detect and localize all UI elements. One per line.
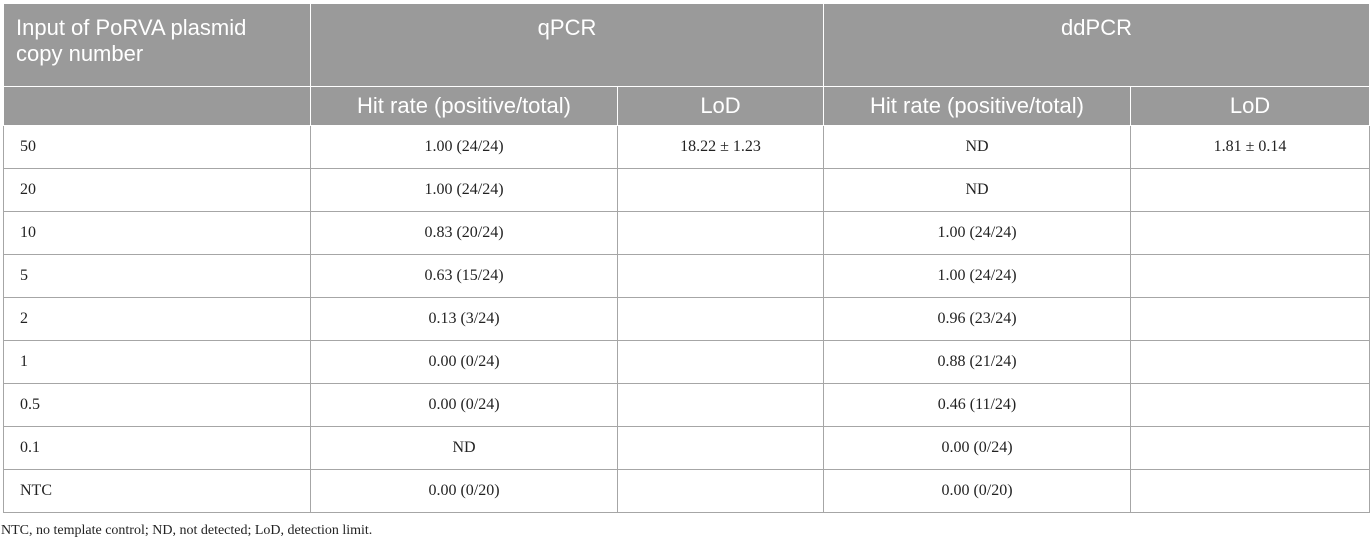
cell-ddpcr-hit-rate: 0.00 (0/20) bbox=[823, 469, 1131, 513]
table-row: 0.5 0.00 (0/24) 0.46 (11/24) bbox=[3, 383, 1371, 427]
cell-qpcr-hit-rate: 0.00 (0/20) bbox=[310, 469, 618, 513]
table-footnote: NTC, no template control; ND, not detect… bbox=[1, 523, 373, 538]
cell-qpcr-lod bbox=[617, 168, 824, 212]
cell-ddpcr-hit-rate: 0.46 (11/24) bbox=[823, 383, 1131, 427]
header-ddpcr-lod: LoD bbox=[1129, 86, 1371, 126]
cell-qpcr-lod bbox=[617, 297, 824, 341]
cell-ddpcr-lod bbox=[1129, 426, 1371, 470]
cell-qpcr-lod bbox=[617, 469, 824, 513]
table-row: NTC 0.00 (0/20) 0.00 (0/20) bbox=[3, 469, 1371, 513]
header-row-groups: Input of PoRVA plasmid copy number qPCR … bbox=[3, 3, 1371, 87]
cell-qpcr-hit-rate: 1.00 (24/24) bbox=[310, 125, 618, 169]
cell-input-copy-number: 0.1 bbox=[3, 426, 311, 470]
cell-ddpcr-hit-rate: 0.88 (21/24) bbox=[823, 340, 1131, 384]
cell-qpcr-hit-rate: 0.63 (15/24) bbox=[310, 254, 618, 298]
cell-ddpcr-lod bbox=[1129, 168, 1371, 212]
table-row: 1 0.00 (0/24) 0.88 (21/24) bbox=[3, 340, 1371, 384]
cell-ddpcr-lod: 1.81 ± 0.14 bbox=[1129, 125, 1371, 169]
table-row: 0.1 ND 0.00 (0/24) bbox=[3, 426, 1371, 470]
cell-qpcr-lod bbox=[617, 254, 824, 298]
table-row: 2 0.13 (3/24) 0.96 (23/24) bbox=[3, 297, 1371, 341]
cell-input-copy-number: 1 bbox=[3, 340, 311, 384]
header-qpcr-hit-rate: Hit rate (positive/total) bbox=[310, 86, 618, 126]
cell-input-copy-number: 5 bbox=[3, 254, 311, 298]
cell-input-copy-number: 10 bbox=[3, 211, 311, 255]
header-group-ddpcr: ddPCR bbox=[822, 3, 1371, 87]
header-empty-cell bbox=[3, 86, 311, 126]
cell-qpcr-lod bbox=[617, 340, 824, 384]
cell-qpcr-lod bbox=[617, 383, 824, 427]
cell-qpcr-lod bbox=[617, 211, 824, 255]
cell-input-copy-number: 20 bbox=[3, 168, 311, 212]
header-group-qpcr: qPCR bbox=[310, 3, 824, 87]
cell-qpcr-lod: 18.22 ± 1.23 bbox=[617, 125, 824, 169]
table-row: 20 1.00 (24/24) ND bbox=[3, 168, 1371, 212]
header-row-subcolumns: Hit rate (positive/total) LoD Hit rate (… bbox=[3, 86, 1371, 126]
cell-ddpcr-hit-rate: 0.00 (0/24) bbox=[823, 426, 1131, 470]
header-ddpcr-hit-rate: Hit rate (positive/total) bbox=[823, 86, 1131, 126]
cell-qpcr-hit-rate: ND bbox=[310, 426, 618, 470]
cell-input-copy-number: 2 bbox=[3, 297, 311, 341]
cell-ddpcr-lod bbox=[1129, 469, 1371, 513]
table-row: 5 0.63 (15/24) 1.00 (24/24) bbox=[3, 254, 1371, 298]
cell-ddpcr-hit-rate: 1.00 (24/24) bbox=[823, 254, 1131, 298]
cell-qpcr-hit-rate: 0.13 (3/24) bbox=[310, 297, 618, 341]
table-row: 50 1.00 (24/24) 18.22 ± 1.23 ND 1.81 ± 0… bbox=[3, 125, 1371, 169]
cell-ddpcr-lod bbox=[1129, 211, 1371, 255]
cell-qpcr-hit-rate: 0.00 (0/24) bbox=[310, 383, 618, 427]
cell-qpcr-lod bbox=[617, 426, 824, 470]
cell-ddpcr-lod bbox=[1129, 340, 1371, 384]
detection-results-table: Input of PoRVA plasmid copy number qPCR … bbox=[3, 3, 1371, 513]
cell-input-copy-number: 0.5 bbox=[3, 383, 311, 427]
cell-qpcr-hit-rate: 0.83 (20/24) bbox=[310, 211, 618, 255]
cell-ddpcr-lod bbox=[1129, 297, 1371, 341]
table-row: 10 0.83 (20/24) 1.00 (24/24) bbox=[3, 211, 1371, 255]
cell-ddpcr-lod bbox=[1129, 383, 1371, 427]
cell-qpcr-hit-rate: 1.00 (24/24) bbox=[310, 168, 618, 212]
header-input-copy-number: Input of PoRVA plasmid copy number bbox=[3, 3, 311, 87]
cell-ddpcr-lod bbox=[1129, 254, 1371, 298]
cell-qpcr-hit-rate: 0.00 (0/24) bbox=[310, 340, 618, 384]
results-table-container: Input of PoRVA plasmid copy number qPCR … bbox=[1, 3, 1371, 539]
cell-input-copy-number: NTC bbox=[3, 469, 311, 513]
cell-ddpcr-hit-rate: ND bbox=[823, 168, 1131, 212]
cell-ddpcr-hit-rate: 0.96 (23/24) bbox=[823, 297, 1131, 341]
cell-input-copy-number: 50 bbox=[3, 125, 311, 169]
cell-ddpcr-hit-rate: ND bbox=[823, 125, 1131, 169]
cell-ddpcr-hit-rate: 1.00 (24/24) bbox=[823, 211, 1131, 255]
header-qpcr-lod: LoD bbox=[617, 86, 824, 126]
